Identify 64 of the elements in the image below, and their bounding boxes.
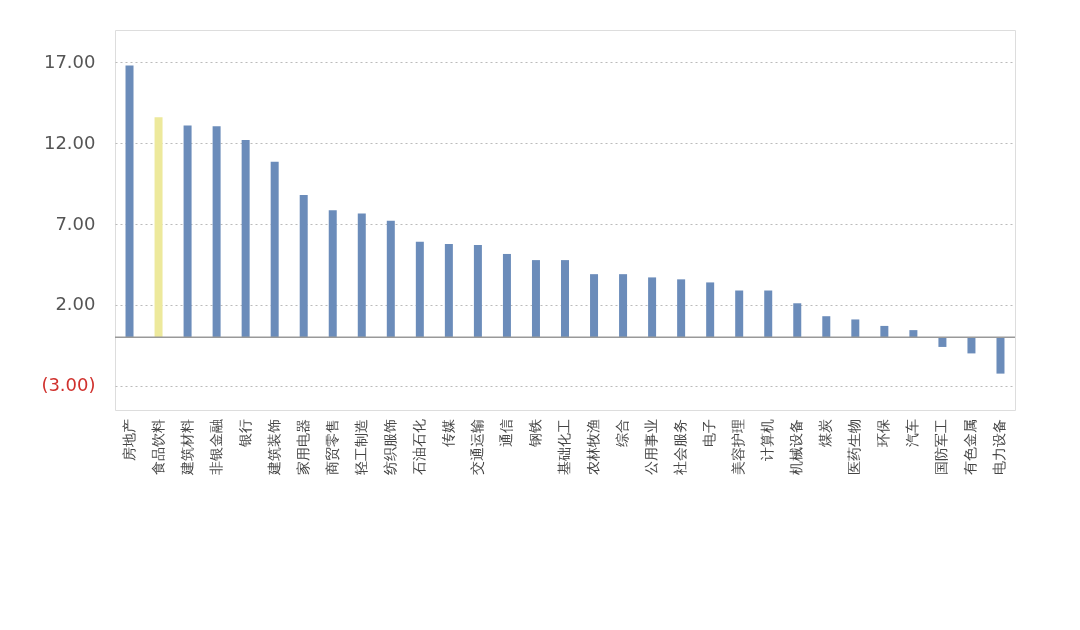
bar — [415, 241, 424, 338]
y-tick-label: 2.00 — [55, 293, 96, 315]
x-tick-label: 钢铁 — [526, 418, 543, 448]
bar — [793, 303, 802, 338]
x-tick-label: 电子 — [701, 418, 718, 447]
x-tick-label: 环保 — [875, 418, 892, 447]
bar — [125, 65, 134, 338]
x-tick-label: 煤炭 — [817, 418, 834, 447]
bar — [967, 337, 976, 354]
x-tick-label: 国防军工 — [933, 418, 950, 475]
bar — [590, 274, 599, 338]
bar — [183, 125, 192, 338]
bar — [531, 260, 540, 338]
x-tick-label: 食品饮料 — [149, 418, 166, 475]
bar — [473, 245, 482, 338]
y-tick-label: 7.00 — [55, 212, 96, 234]
bar — [502, 253, 511, 338]
x-tick-label: 公用事业 — [643, 418, 660, 475]
x-tick-label: 医药生物 — [846, 418, 863, 475]
x-tick-label: 农林牧渔 — [585, 418, 602, 475]
x-tick-label: 美容护理 — [730, 418, 747, 475]
x-tick-label: 计算机 — [759, 418, 776, 461]
x-tick-label: 汽车 — [904, 418, 921, 447]
bar — [357, 213, 366, 338]
x-tick-label: 房地产 — [120, 418, 137, 461]
y-tick-label: 12.00 — [43, 131, 96, 153]
bar — [444, 243, 453, 338]
x-tick-label: 电力设备 — [991, 418, 1008, 475]
x-tick-label: 银行 — [236, 418, 253, 448]
bar — [328, 210, 337, 338]
x-tick-label: 交通运输 — [468, 418, 485, 475]
x-tick-label: 家用电器 — [294, 418, 311, 475]
bar — [735, 290, 744, 338]
bar — [561, 260, 569, 338]
bar — [154, 117, 163, 338]
x-tick-label: 建筑装饰 — [265, 418, 282, 476]
x-tick-label: 传媒 — [439, 418, 456, 447]
bar — [241, 139, 250, 338]
x-tick-label: 石油石化 — [410, 418, 427, 475]
y-tick-label: (3.00) — [41, 374, 96, 396]
x-tick-label: 非银金融 — [207, 418, 224, 475]
x-tick-label: 建筑材料 — [178, 418, 195, 476]
x-tick-label: 商贸零售 — [323, 418, 340, 475]
bar — [822, 316, 831, 338]
bar — [706, 282, 715, 338]
x-tick-label: 轻工制造 — [352, 418, 369, 475]
x-tick-label: 综合 — [614, 418, 631, 447]
x-tick-label: 机械设备 — [788, 418, 805, 475]
bar — [851, 319, 860, 338]
bar — [299, 194, 308, 338]
x-tick-label: 有色金属 — [962, 418, 979, 475]
y-tick-label: 17.00 — [43, 50, 96, 72]
bar — [764, 290, 773, 338]
x-tick-label: 基础化工 — [556, 418, 572, 475]
bar — [270, 161, 279, 338]
x-tick-label: 社会服务 — [672, 418, 689, 475]
bar — [648, 277, 657, 338]
bar — [677, 279, 686, 338]
x-tick-label: 纺织服饰 — [381, 418, 398, 475]
bar — [619, 274, 628, 338]
x-tick-label: 通信 — [497, 418, 514, 447]
bar — [212, 126, 221, 338]
bar — [996, 337, 1005, 374]
bar — [386, 220, 395, 338]
